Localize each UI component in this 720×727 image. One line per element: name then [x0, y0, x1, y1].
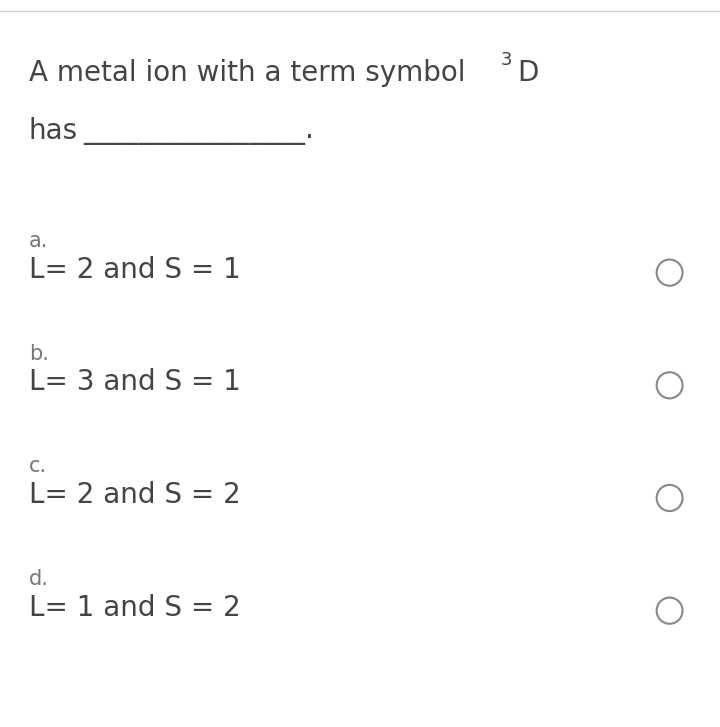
Text: b.: b.	[29, 343, 49, 364]
Text: A metal ion with a term symbol: A metal ion with a term symbol	[29, 59, 474, 87]
Text: L= 2 and S = 2: L= 2 and S = 2	[29, 481, 240, 509]
Text: L= 3 and S = 1: L= 3 and S = 1	[29, 368, 240, 396]
Text: L= 1 and S = 2: L= 1 and S = 2	[29, 593, 240, 622]
Text: has: has	[29, 117, 78, 145]
Text: c.: c.	[29, 456, 47, 476]
Text: L= 2 and S = 1: L= 2 and S = 1	[29, 255, 240, 284]
Text: D: D	[517, 59, 539, 87]
Text: a.: a.	[29, 230, 48, 251]
Text: d.: d.	[29, 569, 49, 589]
Text: 3: 3	[500, 51, 512, 69]
Text: ________________.: ________________.	[83, 117, 314, 145]
